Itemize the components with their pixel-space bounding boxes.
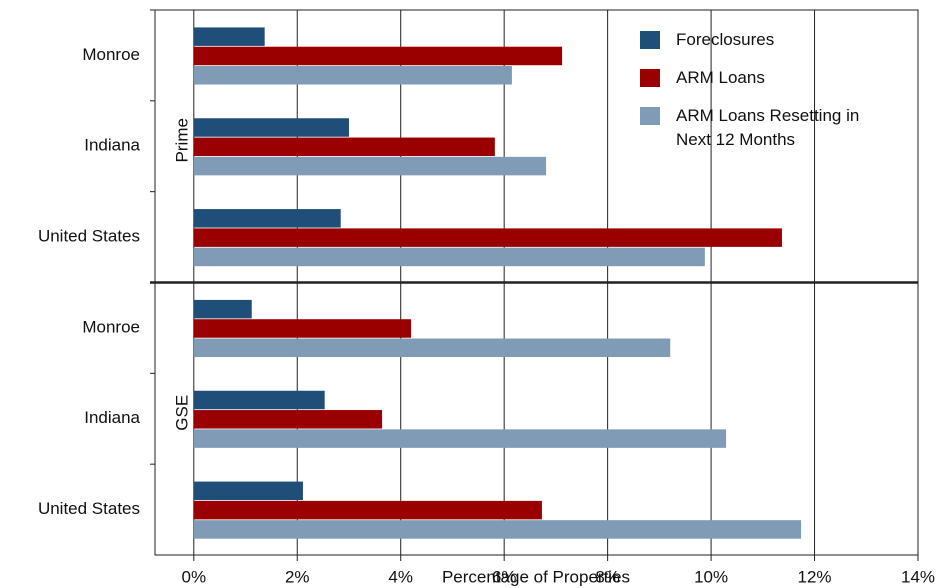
- x-tick-label: 2%: [285, 567, 310, 586]
- bar: [193, 46, 563, 66]
- legend-label: ARM Loans: [676, 68, 765, 87]
- legend-swatch: [640, 31, 660, 49]
- bar: [193, 156, 547, 176]
- panel-label: GSE: [172, 395, 191, 431]
- legend-item: ARM Loans Resetting in Next 12 Months: [640, 104, 910, 152]
- bar: [193, 137, 495, 157]
- bar: [193, 429, 727, 448]
- y-tick-label: United States: [38, 227, 140, 246]
- legend-swatch: [640, 107, 660, 125]
- y-tick-label: Indiana: [84, 408, 140, 427]
- bar: [193, 299, 252, 319]
- bar: [193, 27, 265, 46]
- x-tick-label: 6%: [492, 567, 517, 586]
- x-tick-label: 0%: [182, 567, 207, 586]
- bar: [193, 228, 782, 247]
- bar: [193, 118, 349, 137]
- bar: [193, 410, 383, 429]
- bar: [193, 338, 671, 358]
- y-tick-label: United States: [38, 499, 140, 518]
- legend-item: ARM Loans: [640, 66, 910, 90]
- x-tick-label: 10%: [694, 567, 728, 586]
- legend-item: Foreclosures: [640, 28, 910, 52]
- panel-label: Prime: [172, 118, 191, 162]
- legend-swatch: [640, 69, 660, 87]
- bar: [193, 66, 512, 85]
- legend-label: ARM Loans Resetting in Next 12 Months: [676, 106, 860, 149]
- bar: [193, 520, 802, 539]
- bar: [193, 500, 542, 520]
- bar: [193, 247, 705, 267]
- y-tick-label: Indiana: [84, 136, 140, 155]
- y-tick-label: Monroe: [82, 45, 140, 64]
- bar: [193, 481, 303, 501]
- bar: [193, 319, 412, 338]
- x-tick-label: 12%: [798, 567, 832, 586]
- x-tick-label: 4%: [388, 567, 413, 586]
- x-axis-label: Percentage of Properties: [442, 567, 630, 586]
- legend-label: Foreclosures: [676, 30, 775, 49]
- x-tick-label: 8%: [595, 567, 620, 586]
- y-tick-label: Monroe: [82, 317, 140, 336]
- bar: [193, 390, 325, 410]
- x-tick-label: 14%: [901, 567, 935, 586]
- legend: Foreclosures ARM Loans ARM Loans Resetting…: [640, 28, 910, 166]
- bar: [193, 209, 341, 228]
